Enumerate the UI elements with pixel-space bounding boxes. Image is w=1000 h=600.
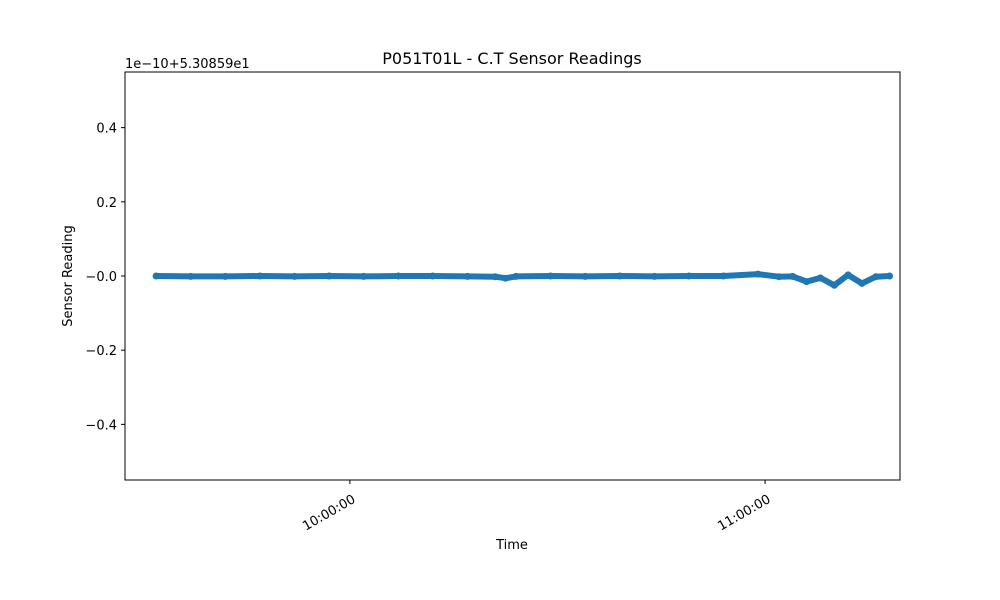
chart-title: P051T01L - C.T Sensor Readings xyxy=(382,49,642,68)
data-point xyxy=(221,272,229,280)
data-point xyxy=(291,272,298,280)
series-layer xyxy=(152,270,894,289)
y-tick-label: 0.4 xyxy=(96,122,117,137)
data-point xyxy=(429,272,437,280)
data-point xyxy=(360,272,368,280)
data-point xyxy=(152,272,160,280)
data-point xyxy=(803,278,811,286)
data-point xyxy=(325,272,333,280)
y-offset-label: 1e−10+5.30859e1 xyxy=(125,57,250,72)
data-point xyxy=(685,272,693,280)
data-point xyxy=(616,272,624,280)
x-tick-label: 11:00:00 xyxy=(715,492,773,534)
y-axis-label: Sensor Reading xyxy=(61,225,76,326)
data-point xyxy=(789,272,797,280)
data-point xyxy=(650,272,658,280)
data-point xyxy=(844,271,852,279)
data-point xyxy=(502,274,510,282)
data-point xyxy=(547,272,555,280)
x-axis-ticks: 10:00:00 11:00:00 xyxy=(300,480,773,534)
y-tick-label: −0.0 xyxy=(85,270,117,285)
x-axis-label: Time xyxy=(495,538,528,553)
data-point xyxy=(858,279,866,287)
data-point xyxy=(394,272,402,280)
data-point xyxy=(256,272,264,280)
data-point xyxy=(720,272,727,280)
data-point xyxy=(512,272,520,280)
data-point xyxy=(491,273,499,281)
data-point xyxy=(872,273,880,281)
data-point xyxy=(187,272,195,280)
data-point xyxy=(830,281,838,289)
data-point xyxy=(754,270,762,278)
data-point xyxy=(581,272,589,280)
data-point xyxy=(886,272,894,280)
y-tick-label: −0.2 xyxy=(85,344,117,359)
y-tick-label: 0.2 xyxy=(96,196,117,211)
x-tick-label: 10:00:00 xyxy=(300,492,358,534)
y-axis-ticks: 0.4 0.2 −0.0 −0.2 −0.4 xyxy=(85,122,125,433)
data-point xyxy=(464,272,471,280)
data-point xyxy=(775,273,783,281)
data-point xyxy=(816,274,824,282)
y-tick-label: −0.4 xyxy=(85,418,117,433)
